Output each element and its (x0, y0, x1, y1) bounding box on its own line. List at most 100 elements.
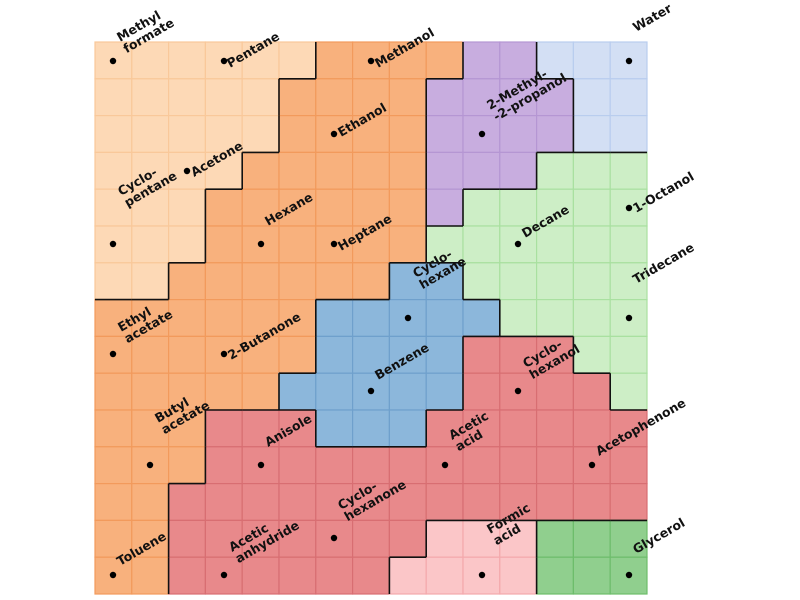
grid-cell (388, 78, 427, 117)
grid-cell (609, 78, 648, 117)
node-dot (625, 314, 633, 322)
grid-cell (241, 409, 280, 448)
grid-cell (352, 556, 391, 595)
grid-cell (241, 372, 280, 411)
grid-cell (278, 151, 317, 190)
grid-cell (462, 151, 501, 190)
grid-cell (499, 409, 538, 448)
grid-cell (94, 151, 133, 190)
node-dot (183, 167, 191, 175)
grid-cell (535, 299, 574, 338)
node-dot (367, 57, 375, 65)
grid-cell (278, 262, 317, 301)
grid-cell (241, 262, 280, 301)
grid-cell (462, 41, 501, 80)
node-dot (220, 350, 228, 358)
node-dot (220, 571, 228, 579)
grid-cell (388, 483, 427, 522)
grid-cell (204, 151, 243, 190)
node-dot (625, 57, 633, 65)
grid-cell (352, 188, 391, 227)
grid-cell (94, 409, 133, 448)
grid-cell (352, 262, 391, 301)
grid-cell (572, 151, 611, 190)
grid-cell (388, 409, 427, 448)
grid-cell (572, 225, 611, 264)
grid-cell (278, 188, 317, 227)
grid-cell (131, 483, 170, 522)
grid-cell (499, 299, 538, 338)
grid-cell (425, 114, 464, 153)
grid-cell (609, 114, 648, 153)
grid-cell (204, 188, 243, 227)
grid-cell (462, 519, 501, 558)
grid-cell (315, 483, 354, 522)
grid-cell (572, 114, 611, 153)
grid-cell (94, 483, 133, 522)
grid-cell (315, 78, 354, 117)
node-dot (109, 57, 117, 65)
grid-cell (609, 151, 648, 190)
grid-cell (499, 78, 538, 117)
grid-cell (94, 519, 133, 558)
node-dot (109, 571, 117, 579)
node-dot (588, 461, 596, 469)
grid-cell (168, 114, 207, 153)
grid-cell (315, 151, 354, 190)
grid-cell (535, 151, 574, 190)
grid-cell (315, 188, 354, 227)
grid-cell (499, 262, 538, 301)
grid-cell (425, 519, 464, 558)
grid-cell (168, 556, 207, 595)
grid-cell (609, 483, 648, 522)
grid-cell (278, 78, 317, 117)
grid-cell (609, 372, 648, 411)
grid-cell (462, 262, 501, 301)
grid-cell (131, 372, 170, 411)
grid-cells (94, 41, 648, 595)
grid-cell (278, 483, 317, 522)
grid-cell (462, 483, 501, 522)
grid-cell (204, 372, 243, 411)
grid-cell (572, 188, 611, 227)
grid-cell (94, 446, 133, 485)
grid-cell (499, 556, 538, 595)
grid-cell (131, 519, 170, 558)
grid-cell (462, 409, 501, 448)
grid-cell (241, 556, 280, 595)
grid-cell (462, 188, 501, 227)
grid-cell (94, 78, 133, 117)
grid-cell (499, 151, 538, 190)
grid-cell (388, 372, 427, 411)
grid-cell (609, 225, 648, 264)
region-borders (95, 42, 647, 594)
grid-cell (499, 41, 538, 80)
grid-cell (572, 483, 611, 522)
grid-cell (168, 519, 207, 558)
grid-cell (241, 299, 280, 338)
grid-cell (168, 483, 207, 522)
grid-cell (388, 151, 427, 190)
grid-cell (352, 519, 391, 558)
grid-cell (352, 483, 391, 522)
node-dot (330, 130, 338, 138)
grid-cell (572, 335, 611, 374)
grid-cell (425, 299, 464, 338)
node-dot (514, 240, 522, 248)
grid-cell (168, 262, 207, 301)
grid-cell (572, 556, 611, 595)
grid-cell (425, 151, 464, 190)
grid-cell (535, 225, 574, 264)
grid-cell (499, 335, 538, 374)
node-dot (257, 461, 265, 469)
grid-cell (425, 41, 464, 80)
grid-cell (131, 225, 170, 264)
grid-cell (278, 556, 317, 595)
grid-cell (168, 446, 207, 485)
node-dot (625, 204, 633, 212)
grid-cell (388, 262, 427, 301)
grid-cell (425, 483, 464, 522)
grid-cell (204, 446, 243, 485)
grid-cell (535, 188, 574, 227)
